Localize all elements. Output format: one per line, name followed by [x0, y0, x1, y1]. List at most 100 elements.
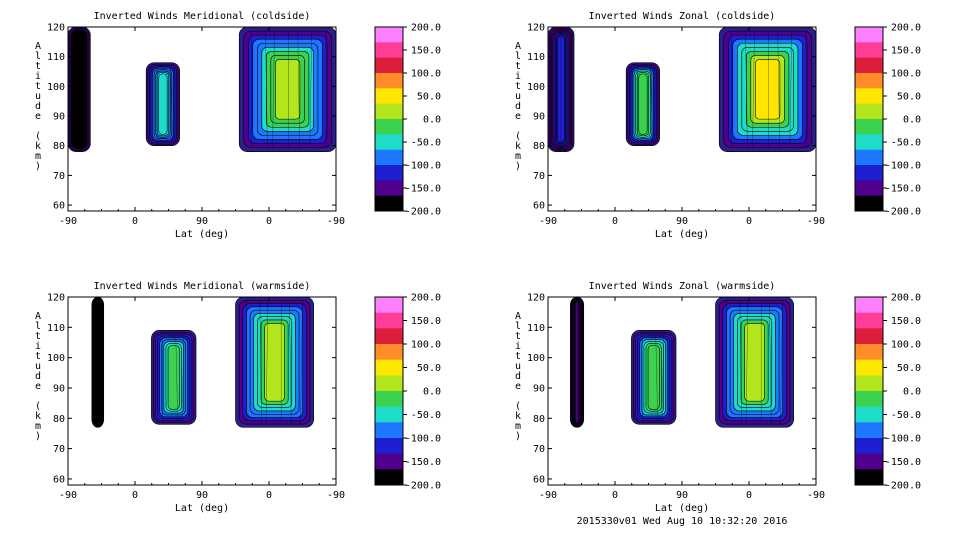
y-tick-label: 100 [527, 353, 545, 364]
colorbar-tick-label: 0.0 [903, 387, 921, 398]
contour-line [297, 29, 300, 148]
colorbar-swatch [855, 328, 883, 345]
y-tick-label: 80 [533, 414, 545, 425]
contour-line [309, 29, 313, 148]
colorbar-swatch [855, 438, 883, 455]
y-tick-label: 80 [533, 141, 545, 152]
colorbar: 200.0 150.0 100.0 50.0 0.0 -50.0 -100.0 -150.0 -… [854, 23, 921, 218]
y-axis-label-char: t [515, 61, 521, 72]
x-tick-label: 90 [676, 490, 688, 501]
y-axis-label-char: t [515, 331, 521, 342]
y-tick-label: 60 [533, 474, 545, 485]
colorbar-swatch [855, 312, 883, 329]
contour-line [181, 333, 185, 421]
chart-title: Inverted Winds Zonal (coldside) [589, 11, 776, 22]
y-tick-label: 90 [533, 383, 545, 394]
colorbar-tick-label: 0.0 [423, 387, 441, 398]
contour-region-1 [91, 297, 105, 428]
x-tick-label: 0 [746, 216, 752, 227]
colorbar-tick-label: 50.0 [417, 363, 441, 374]
chart-panel-4: Inverted Winds Zonal (warmside) -90 0 90 0 -9… [515, 281, 921, 514]
y-axis-label-char: d [515, 371, 521, 382]
colorbar-tick-label: 200.0 [891, 23, 921, 34]
y-axis-label-char: u [35, 91, 41, 102]
y-axis-label-char: t [515, 351, 521, 362]
contour-region-3 [238, 27, 336, 152]
contour-line [272, 29, 275, 148]
y-axis-label-char: t [35, 351, 41, 362]
x-axis-label: Lat (deg) [175, 229, 229, 240]
y-axis-label-char: i [515, 341, 521, 352]
colorbar-swatch [855, 165, 883, 181]
x-tick-label: 90 [196, 490, 208, 501]
contour-line [655, 333, 658, 421]
y-axis-label-char: l [515, 51, 521, 62]
colorbar-swatch [375, 180, 403, 197]
contour-line [259, 299, 263, 424]
contour-level-9 [264, 322, 285, 402]
colorbar-tick-label: -50.0 [891, 138, 921, 149]
x-tick-label: -90 [59, 216, 77, 227]
contour-level-9 [158, 73, 168, 135]
colorbar-tick-label: -50.0 [411, 410, 441, 421]
y-tick-label: 110 [527, 52, 545, 63]
chart-title: Inverted Winds Meridional (warmside) [94, 281, 311, 292]
y-axis-label-char: e [515, 111, 521, 122]
colorbar-swatch [375, 359, 403, 376]
y-axis-label-char: d [35, 371, 41, 382]
y-tick-label: 110 [47, 52, 65, 63]
colorbar-tick-label: 0.0 [423, 115, 441, 126]
contour-line [745, 299, 749, 424]
y-tick-label: 100 [527, 82, 545, 93]
colorbar-swatch [855, 344, 883, 361]
x-tick-label: 90 [676, 216, 688, 227]
chart-panel-1: Inverted Winds Meridional (coldside) -90 0… [35, 11, 441, 240]
y-tick-label: 80 [53, 414, 65, 425]
y-tick-label: 100 [47, 353, 65, 364]
contour-level-9 [647, 345, 660, 410]
contour-line [789, 29, 793, 148]
y-axis-label-char: t [35, 61, 41, 72]
contour-level-9 [755, 59, 781, 120]
colorbar-swatch [375, 57, 403, 74]
colorbar-swatch [375, 391, 403, 408]
contour-level-9 [744, 322, 765, 402]
colorbar-tick-label: 0.0 [903, 115, 921, 126]
contour-line [265, 299, 269, 424]
colorbar-swatch [855, 180, 883, 197]
colorbar-tick-label: -100.0 [885, 161, 921, 172]
contour-line [175, 333, 178, 421]
colorbar-tick-label: -50.0 [891, 410, 921, 421]
y-axis-label-char: m [35, 421, 41, 432]
colorbar-swatch [855, 119, 883, 135]
chart-panel-2: Inverted Winds Zonal (coldside) -90 0 90 0 -9… [515, 11, 921, 240]
y-tick-label: 90 [533, 112, 545, 123]
contour-level-9 [638, 73, 648, 135]
plot-area [570, 297, 794, 428]
colorbar-tick-label: 150.0 [891, 316, 921, 327]
y-axis-label-char: ( [515, 401, 521, 412]
colorbar-swatch [375, 297, 403, 314]
colorbar-tick-label: 50.0 [417, 92, 441, 103]
colorbar-swatch [855, 73, 883, 89]
y-axis-label-char: A [515, 41, 521, 52]
y-axis-label-char: m [35, 151, 41, 162]
x-axis-label: Lat (deg) [175, 503, 229, 514]
contour-region-2 [151, 330, 197, 425]
y-tick-label: 70 [533, 171, 545, 182]
colorbar-tick-label: -100.0 [405, 161, 441, 172]
x-tick-label: -90 [539, 216, 557, 227]
y-axis-label-char: t [35, 81, 41, 92]
colorbar-tick-label: -100.0 [885, 434, 921, 445]
contour-region-1 [68, 27, 91, 152]
x-tick-label: -90 [59, 490, 77, 501]
y-tick-label: 70 [533, 444, 545, 455]
colorbar-tick-label: -150.0 [405, 184, 441, 195]
y-axis-label-char: ) [515, 431, 521, 442]
y-axis-label-char: u [35, 361, 41, 372]
y-axis-label-char: A [35, 41, 41, 52]
colorbar-swatch [855, 406, 883, 423]
contour-region-3 [235, 297, 314, 428]
